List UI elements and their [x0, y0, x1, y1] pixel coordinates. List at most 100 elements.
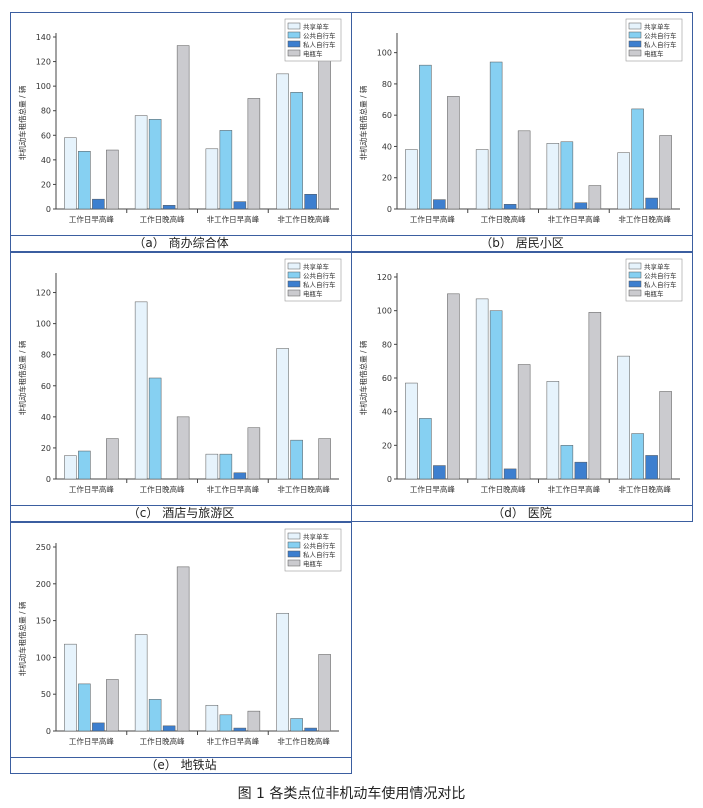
bar	[617, 355, 630, 480]
y-axis-label: 非机动车租借总量 / 辆	[17, 340, 27, 415]
legend-label: 公共自行车	[644, 31, 677, 40]
bar	[247, 427, 261, 480]
legend-swatch	[628, 31, 642, 39]
x-tick-label: 非工作日早高峰	[548, 484, 601, 494]
panel-d: 非机动车租借总量 / 辆 0 20 40 60 80 100 120 工作日早高峰 工作日晚高峰 非…	[351, 252, 693, 522]
legend-swatch	[287, 22, 301, 30]
chart-d: 非机动车租借总量 / 辆 0 20 40 60 80 100 120 工作日早高峰 工作日晚高峰 非…	[358, 258, 683, 494]
legend-swatch	[287, 31, 301, 39]
bar	[276, 348, 289, 480]
x-tick-label: 非工作日晚高峰	[277, 484, 330, 494]
legend-label: 公共自行车	[303, 271, 336, 280]
legend-label: 私人自行车	[303, 280, 336, 289]
chart-a: 非机动车租借总量 / 辆 0 20 40 60 80 100 120 140 工作日早高峰 工作日晚…	[17, 18, 342, 224]
bar	[148, 119, 162, 210]
bar	[588, 312, 602, 480]
bar	[205, 704, 219, 732]
x-tick-label: 非工作日晚高峰	[277, 214, 330, 224]
bar	[419, 64, 432, 210]
legend-swatch	[287, 262, 301, 270]
legend-label: 电瓶车	[303, 49, 323, 58]
bar	[290, 92, 303, 210]
x-tick-label: 非工作日晚高峰	[277, 736, 330, 746]
legend-swatch	[287, 49, 301, 57]
bar	[205, 453, 219, 480]
y-tick-label: 100	[36, 82, 51, 91]
legend-swatch	[287, 280, 301, 288]
y-tick-label: 60	[41, 131, 51, 140]
bar	[405, 149, 418, 210]
bar	[64, 137, 77, 210]
legend-swatch	[287, 541, 301, 549]
y-tick-label: 80	[382, 80, 392, 89]
bar	[176, 416, 190, 480]
y-tick-label: 0	[46, 205, 51, 214]
caption-d: （d） 医院	[352, 505, 692, 521]
bar	[574, 202, 588, 210]
y-tick-label: 20	[41, 444, 51, 453]
bar	[318, 654, 331, 732]
y-tick-label: 120	[36, 58, 51, 67]
bar	[290, 439, 303, 480]
legend-swatch	[287, 289, 301, 297]
legend-swatch	[287, 40, 301, 48]
bar	[503, 468, 517, 480]
bar	[219, 714, 233, 732]
x-tick-label: 非工作日早高峰	[207, 736, 260, 746]
legend-label: 公共自行车	[303, 31, 336, 40]
x-tick-label: 非工作日早高峰	[207, 214, 260, 224]
legend-label: 私人自行车	[644, 280, 677, 289]
bar	[489, 61, 503, 210]
bar	[64, 643, 77, 732]
bar	[247, 710, 261, 732]
x-tick-label: 非工作日早高峰	[207, 484, 260, 494]
x-tick-label: 工作日晚高峰	[140, 736, 185, 746]
bar	[304, 727, 317, 732]
panel-e: 非机动车租借总量 / 辆 0 50 100 150 200 250 工作日早高峰 工作日晚高峰 非…	[10, 522, 352, 774]
bar	[447, 96, 460, 210]
legend-label: 共享单车	[303, 532, 330, 541]
bar	[162, 725, 176, 732]
x-tick-label: 工作日早高峰	[69, 484, 114, 494]
y-tick-label: 40	[41, 413, 51, 422]
chart-e: 非机动车租借总量 / 辆 0 50 100 150 200 250 工作日早高峰 工作日晚高峰 非…	[17, 528, 342, 746]
caption-b: （b） 居民小区	[352, 235, 692, 251]
x-tick-label: 非工作日晚高峰	[618, 484, 671, 494]
bar	[176, 45, 190, 210]
bar	[447, 293, 460, 480]
y-axis-label: 非机动车租借总量 / 辆	[358, 85, 368, 160]
bar	[517, 130, 531, 210]
caption-c: （c） 酒店与旅游区	[11, 505, 351, 521]
y-tick-label: 80	[41, 351, 51, 360]
y-tick-label: 0	[387, 205, 392, 214]
x-tick-label: 非工作日早高峰	[548, 214, 601, 224]
bar	[419, 418, 432, 480]
bar	[106, 438, 119, 480]
y-tick-label: 40	[41, 156, 51, 165]
bar	[546, 381, 560, 480]
legend-label: 共享单车	[303, 262, 330, 271]
y-tick-label: 20	[382, 441, 392, 450]
y-tick-label: 60	[41, 382, 51, 391]
panel-c: 非机动车租借总量 / 辆 0 20 40 60 80 100 120 工作日早高峰 工作日晚高峰 非…	[10, 252, 352, 522]
legend-label: 私人自行车	[644, 40, 677, 49]
y-tick-label: 60	[382, 374, 392, 383]
y-tick-label: 20	[41, 180, 51, 189]
bar	[276, 73, 289, 210]
chart-b: 非机动车租借总量 / 辆 0 20 40 60 80 100 工作日早高峰 工作日晚高峰 非工作日…	[358, 18, 683, 224]
bar	[78, 151, 91, 210]
bar	[318, 42, 331, 210]
y-axis-label: 非机动车租借总量 / 辆	[358, 340, 368, 415]
bar	[405, 382, 418, 480]
figure-caption: 图 1 各类点位非机动车使用情况对比	[237, 786, 466, 802]
bar	[176, 566, 190, 732]
bar	[645, 197, 658, 210]
legend-label: 公共自行车	[644, 271, 677, 280]
y-tick-label: 80	[382, 340, 392, 349]
bar	[247, 98, 261, 210]
legend-label: 电瓶车	[303, 559, 323, 568]
x-tick-label: 工作日晚高峰	[140, 214, 185, 224]
legend-swatch	[628, 49, 642, 57]
legend-swatch	[287, 550, 301, 558]
bar	[162, 205, 176, 210]
